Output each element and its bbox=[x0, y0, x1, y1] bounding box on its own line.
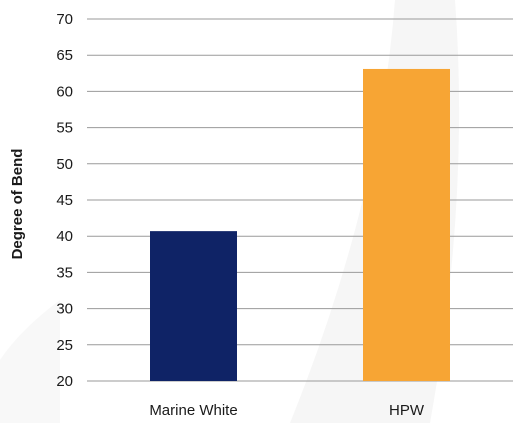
y-tick-label: 40 bbox=[56, 228, 73, 245]
y-tick-label: 25 bbox=[56, 337, 73, 354]
bars bbox=[150, 68, 450, 382]
bar-marine-white bbox=[150, 231, 237, 381]
y-tick-label: 65 bbox=[56, 47, 73, 64]
y-axis-label: Degree of Bend bbox=[9, 149, 26, 260]
background-swoosh-left bbox=[0, 300, 60, 423]
y-tick-label: 45 bbox=[56, 192, 73, 209]
y-tick-label: 50 bbox=[56, 156, 73, 173]
y-tick-label: 55 bbox=[56, 120, 73, 137]
x-tick-labels: Marine White HPW bbox=[149, 402, 425, 419]
y-tick-label: 60 bbox=[56, 83, 73, 100]
y-tick-label: 70 bbox=[56, 11, 73, 28]
y-tick-label: 30 bbox=[56, 301, 73, 318]
y-tick-labels: 20 25 30 35 40 45 50 55 60 65 70 bbox=[56, 11, 73, 390]
y-tick-label: 20 bbox=[56, 373, 73, 390]
x-tick-label: Marine White bbox=[149, 402, 237, 419]
x-tick-label: HPW bbox=[389, 402, 425, 419]
y-tick-label: 35 bbox=[56, 264, 73, 281]
bar-hpw bbox=[363, 68, 450, 382]
